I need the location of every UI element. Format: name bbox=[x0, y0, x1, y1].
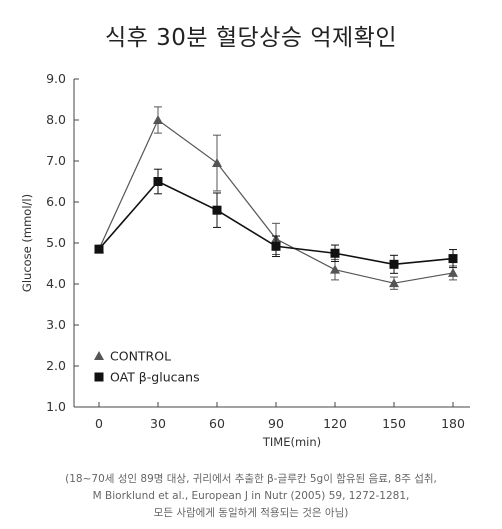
y-axis-label: Glucose (mmol/l) bbox=[20, 194, 34, 292]
data-point bbox=[153, 177, 163, 186]
data-point bbox=[330, 264, 340, 274]
data-point bbox=[271, 241, 281, 251]
y-tick-label: 4.0 bbox=[46, 276, 66, 291]
x-ticks: 0 30 60 90 120 150 180 bbox=[95, 402, 465, 431]
x-tick-label: 150 bbox=[382, 416, 406, 431]
x-tick-label: 180 bbox=[441, 416, 465, 431]
footnote-line-3: 모든 사람에게 동일하게 적용되는 것은 아님) bbox=[153, 507, 349, 519]
footnote-line-2: M Biorklund et al., European J in Nutr (… bbox=[92, 490, 410, 502]
x-tick-label: 120 bbox=[323, 416, 347, 431]
data-point bbox=[153, 115, 163, 124]
glucose-chart: 1.0 2.0 3.0 4.0 5.0 6.0 7.0 8.0 9.0 0 30 60 90 120 15… bbox=[20, 71, 470, 449]
y-tick-label: 3.0 bbox=[46, 317, 66, 332]
footnote: (18~70세 성인 89명 대상, 귀리에서 추출한 β-글루칸 5g이 함유… bbox=[0, 471, 502, 522]
series-oat-beta-glucans bbox=[94, 168, 458, 274]
data-point bbox=[212, 205, 222, 215]
legend: CONTROL OAT β-glucans bbox=[94, 349, 200, 385]
x-tick-label: 60 bbox=[209, 416, 225, 431]
footnote-line-1: (18~70세 성인 89명 대상, 귀리에서 추출한 β-글루칸 5g이 함유… bbox=[65, 473, 437, 485]
legend-marker bbox=[94, 351, 104, 360]
data-point bbox=[330, 248, 340, 258]
x-tick-label: 0 bbox=[95, 416, 103, 431]
legend-marker bbox=[94, 372, 104, 382]
y-tick-label: 6.0 bbox=[46, 194, 66, 209]
data-point bbox=[212, 158, 222, 168]
data-point bbox=[389, 259, 399, 269]
y-tick-label: 8.0 bbox=[46, 112, 66, 127]
y-tick-label: 7.0 bbox=[46, 153, 66, 168]
chart-title: 식후 30분 혈당상승 억제확인 bbox=[105, 25, 397, 51]
data-point bbox=[389, 278, 399, 288]
x-tick-label: 30 bbox=[150, 416, 166, 431]
data-point bbox=[448, 254, 458, 264]
series-control bbox=[94, 106, 458, 290]
y-tick-label: 9.0 bbox=[46, 71, 66, 86]
y-ticks: 1.0 2.0 3.0 4.0 5.0 6.0 7.0 8.0 9.0 bbox=[46, 71, 79, 414]
legend-label: CONTROL bbox=[110, 349, 171, 364]
x-axis-label: TIME(min) bbox=[262, 435, 321, 449]
data-point bbox=[94, 244, 104, 254]
y-tick-label: 2.0 bbox=[46, 358, 66, 373]
series-layer bbox=[94, 106, 458, 290]
series-line bbox=[98, 119, 454, 284]
y-tick-label: 1.0 bbox=[46, 399, 66, 414]
legend-label: OAT β-glucans bbox=[110, 370, 200, 385]
data-point bbox=[448, 267, 458, 277]
x-tick-label: 90 bbox=[268, 416, 284, 431]
y-tick-label: 5.0 bbox=[46, 235, 66, 250]
